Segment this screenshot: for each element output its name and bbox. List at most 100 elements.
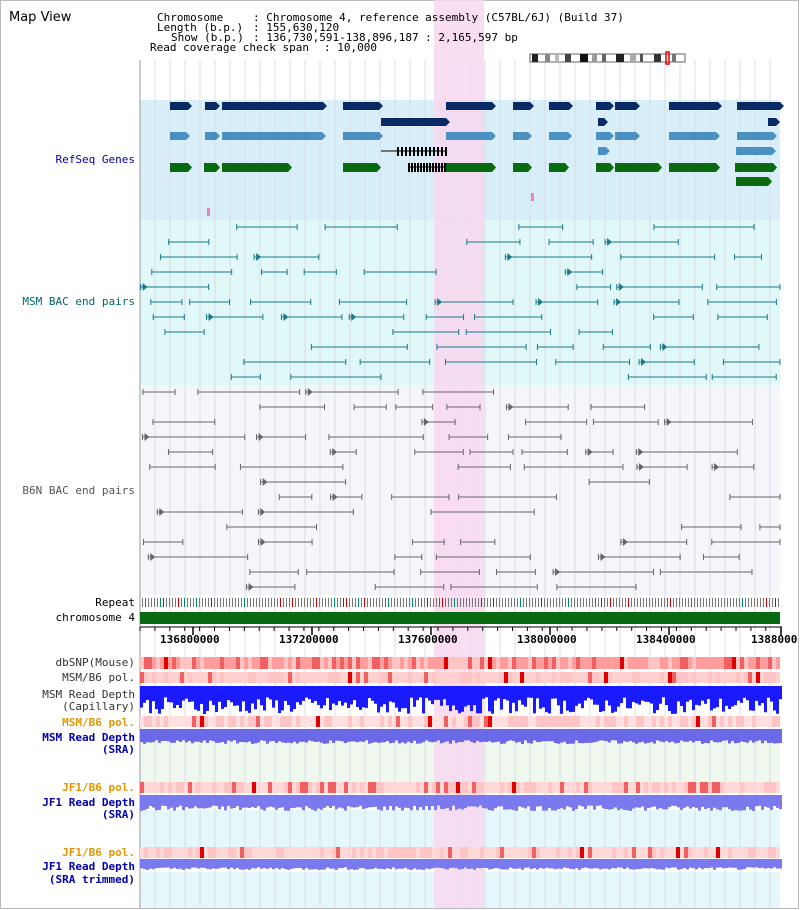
read-depth-bar <box>674 686 677 714</box>
read-depth-bar <box>515 729 518 743</box>
heat-cell <box>708 716 712 727</box>
read-depth-bar <box>362 729 365 742</box>
read-depth-bar <box>257 729 260 743</box>
read-depth-bar <box>308 686 311 700</box>
gene-exon-block <box>222 132 322 140</box>
read-depth-bar <box>683 795 686 808</box>
heat-cell <box>728 672 732 683</box>
read-depth-bar <box>179 859 182 869</box>
gene-exon-tick <box>437 147 439 156</box>
heat-cell <box>412 657 416 669</box>
heat-cell <box>184 782 188 793</box>
heat-cell <box>204 657 208 669</box>
heat-cell <box>280 672 284 683</box>
read-depth-bar <box>758 729 761 741</box>
heat-cell <box>720 782 724 793</box>
repeat-element <box>724 598 725 607</box>
repeat-element <box>556 598 557 607</box>
heat-cell <box>376 657 380 669</box>
heat-cell <box>560 782 564 793</box>
heat-cell <box>500 716 504 727</box>
read-depth-bar <box>287 686 290 706</box>
read-depth-bar <box>557 729 560 744</box>
read-depth-bar <box>149 729 152 743</box>
heat-cell <box>376 716 380 727</box>
read-depth-bar <box>665 729 668 742</box>
heat-cell <box>276 672 280 683</box>
read-depth-bar <box>338 729 341 741</box>
read-depth-bar <box>602 859 605 869</box>
gene-exon-tick <box>433 147 435 156</box>
heat-cell <box>588 672 592 683</box>
heat-cell <box>496 672 500 683</box>
heat-cell <box>692 847 696 858</box>
heat-cell <box>596 657 600 669</box>
repeat-element <box>355 598 356 607</box>
read-depth-bar <box>422 859 425 870</box>
heat-cell <box>428 847 432 858</box>
heat-cell <box>148 716 152 727</box>
heat-cell <box>264 657 268 669</box>
heat-cell <box>576 657 580 669</box>
read-depth-bar <box>296 686 299 703</box>
read-depth-bar <box>617 795 620 811</box>
gene-strand-arrow <box>773 132 777 140</box>
read-depth-bar <box>431 686 434 705</box>
repeat-element <box>418 598 419 607</box>
ideogram-band <box>580 54 588 62</box>
read-depth-bar <box>620 686 623 704</box>
heat-cell <box>304 716 308 727</box>
heat-cell <box>284 657 288 669</box>
heat-cell <box>248 782 252 793</box>
read-depth-bar <box>728 795 731 810</box>
heat-cell <box>476 716 480 727</box>
read-depth-bar <box>332 686 335 704</box>
heat-cell <box>700 782 704 793</box>
track-label-b6n-bac[interactable]: B6N BAC end pairs <box>22 484 135 497</box>
read-depth-bar <box>572 859 575 870</box>
repeat-element <box>586 598 587 607</box>
heat-cell <box>536 657 540 669</box>
read-depth-bar <box>554 729 557 744</box>
heat-cell <box>492 847 496 858</box>
read-depth-bar <box>566 729 569 744</box>
read-depth-bar <box>677 729 680 743</box>
heat-cell <box>264 847 268 858</box>
read-depth-bar <box>521 686 524 705</box>
read-depth-bar <box>206 795 209 809</box>
heat-cell <box>612 716 616 727</box>
read-depth-bar <box>533 795 536 811</box>
heat-cell <box>696 782 700 793</box>
read-depth-bar <box>530 859 533 870</box>
read-depth-bar <box>419 795 422 808</box>
read-depth-bar <box>650 795 653 808</box>
heat-cell <box>312 672 316 683</box>
gene-exon-block <box>513 163 528 172</box>
heat-cell <box>328 657 332 669</box>
heat-cell <box>536 716 540 727</box>
info-coverage-value: : 10,000 <box>324 41 377 54</box>
heat-cell <box>288 716 292 727</box>
heat-cell <box>320 847 324 858</box>
read-depth-bar <box>356 795 359 808</box>
read-depth-bar <box>407 686 410 714</box>
heat-cell <box>548 847 552 858</box>
track-label-refseq[interactable]: RefSeq Genes <box>55 153 135 166</box>
axis-tick-3: 137600000 <box>398 633 458 646</box>
track-label-msm-bac[interactable]: MSM BAC end pairs <box>22 295 135 308</box>
heat-cell <box>456 672 460 683</box>
repeat-element <box>454 598 455 607</box>
heat-cell <box>612 657 616 669</box>
read-depth-bar <box>707 686 710 700</box>
heat-cell <box>756 672 760 683</box>
repeat-element <box>700 598 701 607</box>
repeat-element <box>403 598 404 607</box>
heat-cell <box>404 672 408 683</box>
repeat-element <box>649 598 650 607</box>
repeat-element <box>142 598 143 607</box>
read-depth-bar <box>206 686 209 711</box>
read-depth-bar <box>665 686 668 706</box>
read-depth-bar <box>446 859 449 870</box>
bac-end-arrow <box>307 388 313 396</box>
